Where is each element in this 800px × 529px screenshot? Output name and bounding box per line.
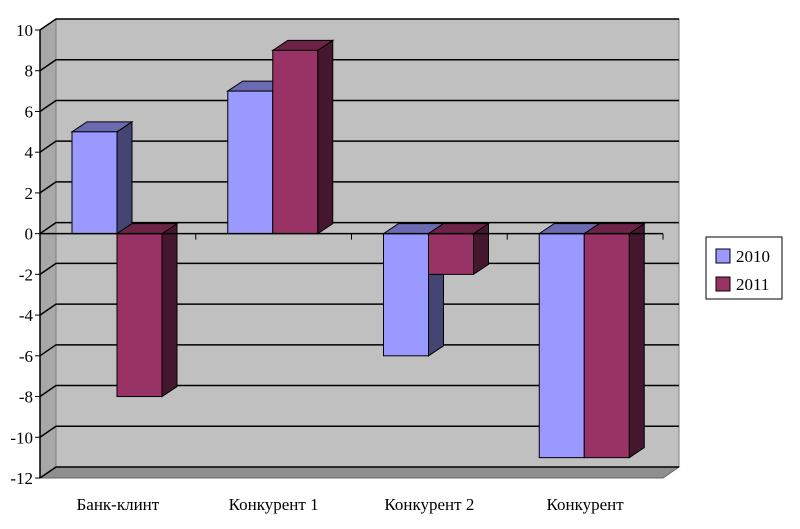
x-category-label: Банк-клинт (77, 495, 160, 514)
y-tick-label: 4 (25, 143, 34, 162)
bar-front (538, 233, 585, 459)
y-tick-label: -12 (10, 469, 33, 488)
legend-swatch (715, 276, 731, 292)
y-tick-label: -2 (19, 265, 33, 284)
bar-front (272, 49, 319, 235)
bar-side (161, 222, 178, 398)
bar-side (116, 120, 133, 235)
gridline (39, 466, 679, 479)
bar-side (317, 39, 334, 235)
gridline (39, 140, 679, 153)
y-tick-label: -8 (19, 388, 33, 407)
gridline (39, 425, 679, 438)
y-tick-label: 0 (25, 225, 34, 244)
y-tick-label: 10 (16, 21, 33, 40)
bar-front (428, 233, 474, 275)
bar (115, 222, 179, 398)
bar-front (71, 131, 118, 235)
y-tick-labels: 10 8 6 4 2 0 -2 -4 -6 -8 -10 -12 (10, 21, 33, 488)
x-category-label: Конкурент 2 (384, 495, 474, 514)
legend: 2010 2011 (705, 236, 783, 300)
gridline (39, 384, 679, 398)
bar-front (583, 233, 630, 459)
gridline (39, 344, 679, 357)
gridline (39, 181, 679, 194)
y-tick-label: -4 (19, 306, 34, 325)
gridline (39, 303, 679, 316)
x-category-label: Конкурент 1 (229, 495, 319, 514)
legend-label: 2011 (736, 275, 769, 294)
bar (582, 222, 646, 459)
gridline (39, 99, 679, 113)
gridline (39, 18, 679, 31)
bar-front (383, 233, 429, 357)
bar (426, 222, 491, 276)
bar (70, 120, 134, 235)
side-wall (39, 18, 57, 479)
x-category-labels: Банк-клинт Конкурент 1 Конкурент 2 Конкурен… (77, 495, 625, 514)
y-tick-label: 2 (25, 184, 34, 203)
bar-front (227, 90, 274, 235)
gridline (39, 58, 679, 72)
axes (35, 29, 664, 479)
y-tick-label: -6 (19, 347, 33, 366)
y-tick-label: -10 (10, 428, 33, 447)
gridline (39, 221, 679, 235)
legend-swatch (715, 248, 731, 264)
floor (38, 466, 681, 479)
bars (70, 39, 646, 459)
y-tick-label: 6 (25, 102, 34, 121)
y-tick-label: 8 (25, 62, 34, 81)
bar-front (116, 233, 163, 398)
legend-label: 2010 (736, 247, 770, 266)
bar (271, 39, 335, 235)
bar-side (628, 222, 645, 459)
x-category-label: Конкурент (547, 495, 625, 514)
